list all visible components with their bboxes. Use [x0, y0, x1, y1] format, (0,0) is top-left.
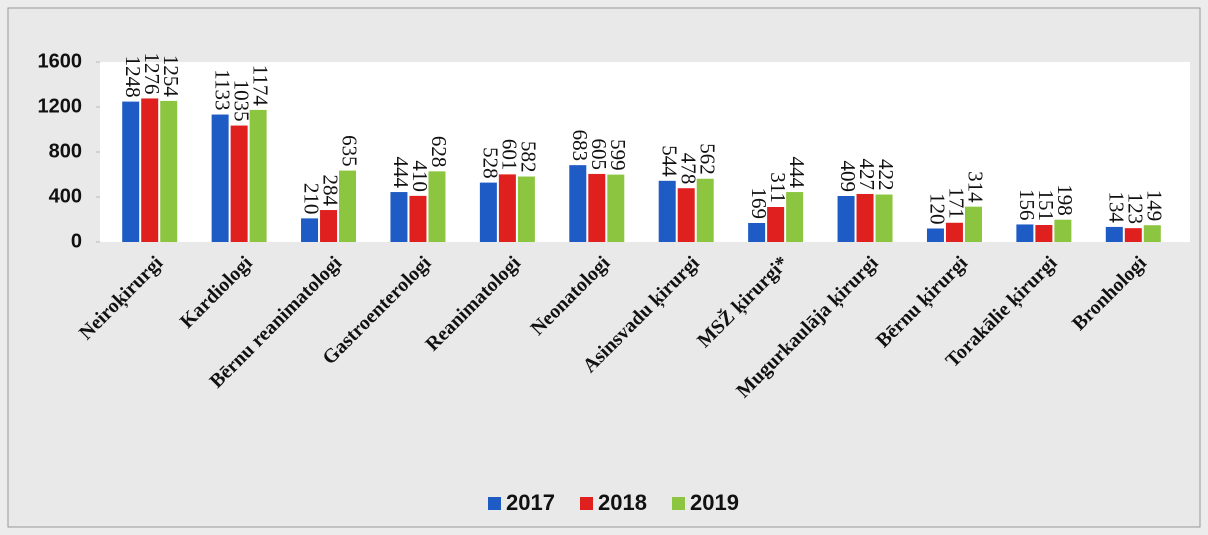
data-label: 1276: [140, 52, 164, 94]
bar: [856, 193, 874, 242]
legend-swatch: [580, 497, 593, 510]
bar: [1124, 228, 1142, 242]
data-label: 683: [568, 130, 592, 162]
data-label: 605: [587, 138, 611, 170]
data-label: 409: [836, 160, 860, 192]
bar: [141, 98, 159, 242]
data-label: 1133: [210, 69, 234, 110]
bar: [837, 195, 855, 242]
bar: [428, 171, 446, 242]
data-label: 123: [1123, 193, 1147, 225]
bar: [249, 109, 267, 242]
data-label: 149: [1142, 190, 1166, 222]
data-label: 1248: [121, 56, 145, 98]
legend-swatch: [488, 497, 501, 510]
bar: [945, 222, 963, 242]
bar: [339, 170, 357, 242]
y-tick-label: 400: [49, 185, 82, 207]
bar: [390, 192, 408, 242]
bar: [1054, 219, 1072, 242]
bar: [964, 206, 982, 242]
data-label: 635: [338, 135, 362, 167]
data-label: 601: [498, 139, 522, 171]
bar: [1105, 226, 1123, 242]
data-label: 156: [1015, 189, 1039, 221]
bar: [607, 174, 625, 242]
bar: [588, 173, 606, 242]
data-label: 169: [747, 187, 771, 219]
bar: [1016, 224, 1034, 242]
bar: [517, 176, 535, 242]
bar: [1035, 225, 1053, 242]
legend-label: 2019: [690, 490, 739, 515]
bar: [160, 100, 178, 242]
legend-label: 2018: [598, 490, 647, 515]
y-tick-label: 800: [49, 140, 82, 162]
data-label: 311: [766, 172, 790, 203]
bar: [786, 192, 804, 242]
bar: [409, 195, 427, 242]
data-label: 284: [319, 175, 343, 207]
data-label: 427: [855, 158, 879, 190]
y-tick-label: 0: [71, 230, 82, 252]
bar: [658, 180, 676, 242]
plot-area: [100, 62, 1190, 242]
bar: [569, 165, 587, 242]
data-label: 544: [657, 145, 681, 177]
bar: [696, 178, 714, 242]
bar: [320, 210, 338, 242]
data-label: 171: [945, 187, 969, 219]
bar: [748, 222, 766, 242]
bar: [677, 188, 695, 242]
data-label: 628: [427, 136, 451, 168]
bar: [122, 101, 140, 242]
y-tick-label: 1600: [38, 50, 83, 72]
bar: [211, 114, 229, 242]
data-label: 562: [695, 143, 719, 175]
bar: [301, 218, 319, 242]
data-label: 1035: [229, 80, 253, 122]
data-label: 1254: [159, 55, 183, 98]
data-label: 120: [926, 193, 950, 225]
data-label: 151: [1034, 190, 1058, 222]
data-label: 210: [300, 183, 324, 215]
bar: [926, 228, 944, 242]
bar: [875, 194, 893, 242]
y-tick-label: 1200: [38, 95, 83, 117]
bar: [767, 207, 785, 242]
data-label: 444: [785, 157, 809, 189]
data-label: 134: [1104, 191, 1128, 223]
data-label: 528: [479, 147, 503, 179]
legend-swatch: [672, 497, 685, 510]
data-label: 410: [408, 160, 432, 192]
bar: [479, 182, 497, 242]
data-label: 1174: [248, 65, 272, 107]
data-label: 478: [676, 153, 700, 185]
bar: [498, 174, 516, 242]
legend-label: 2017: [506, 490, 555, 515]
data-label: 444: [389, 157, 413, 189]
bar: [230, 125, 248, 242]
data-label: 422: [874, 159, 898, 191]
data-label: 314: [964, 171, 988, 203]
bar: [1143, 225, 1161, 242]
data-label: 582: [517, 141, 541, 173]
data-label: 198: [1053, 184, 1077, 216]
data-label: 599: [606, 139, 630, 171]
